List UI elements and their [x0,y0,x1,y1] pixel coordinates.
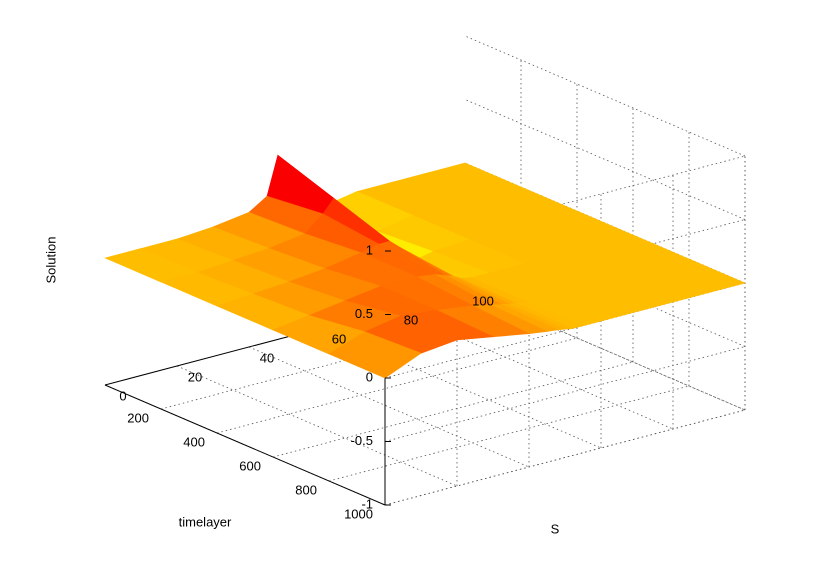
axis-line [104,384,386,506]
x-tick-label: 20 [188,369,202,384]
z-tick-label: -1 [361,496,373,511]
y-tick-label: 200 [127,410,149,425]
x-tick-label: 80 [404,312,418,327]
axes-front: -1 -0.5 0 0.5 1 0 20 40 60 80 100 200 400 600 800 1000 [119,242,493,521]
grid-line [176,365,458,487]
grid-line [464,99,746,220]
z-axis-label: Solution [43,237,58,284]
grid-line [248,346,530,468]
grid-line [328,385,690,482]
grid-line [384,409,746,506]
z-tick-label: 0 [366,369,373,384]
y-tick-label: 800 [295,482,317,497]
z-tick-label: -0.5 [351,433,373,448]
y-tick-label: 600 [239,458,261,473]
y-axis-label: timelayer [179,514,232,529]
z-tick-label: 0.5 [355,306,373,321]
grid-line [464,35,746,157]
grid-line [464,289,746,411]
surface-patch [328,331,422,379]
x-tick-label: 40 [260,350,274,365]
grid-line [272,361,634,458]
x-tick-label: 100 [472,293,494,308]
y-tick-label: 400 [183,434,205,449]
y-tick-label: 1000 [344,506,373,521]
grid-line [384,346,746,442]
z-tick-label: 1 [366,242,373,257]
grid-line [464,226,746,347]
x-tick-label: 0 [119,388,126,403]
surface [104,154,746,379]
x-axis-label: S [551,521,560,536]
x-tick-label: 60 [332,331,346,346]
